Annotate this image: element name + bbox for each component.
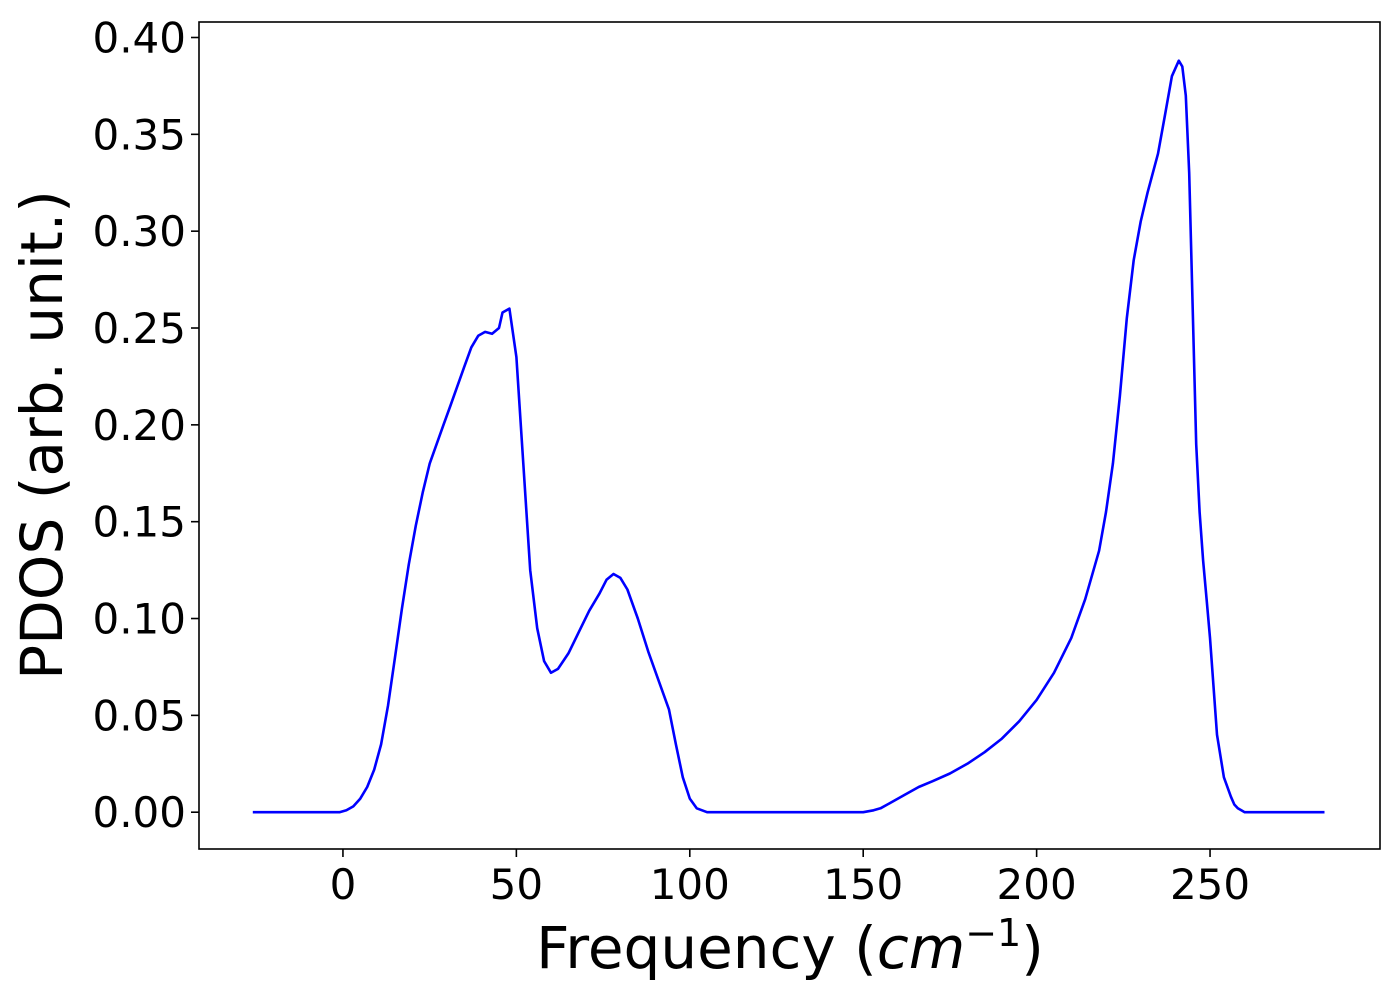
y-tick-label: 0.40 [92, 13, 186, 62]
x-tick-label: 200 [997, 860, 1077, 909]
y-tick-label: 0.25 [92, 304, 186, 353]
series-layer [252, 59, 1325, 814]
y-tick-label: 0.15 [92, 498, 186, 547]
y-axis-label: PDOS (arb. unit.) [8, 190, 76, 680]
y-tick-label: 0.00 [92, 788, 186, 837]
x-tick-label: 50 [490, 860, 543, 909]
x-tick-label: 250 [1170, 860, 1250, 909]
x-tick-label: 0 [330, 860, 357, 909]
x-axis-ticks: 0 50 100 150 200 250 [330, 849, 1250, 909]
y-tick-label: 0.30 [92, 207, 186, 256]
x-tick-label: 100 [650, 860, 730, 909]
y-axis-ticks: 0.00 0.05 0.10 0.15 0.20 0.25 0.30 0.35 0.40 [92, 13, 199, 837]
plot-area [198, 21, 1381, 850]
series-line-0 [252, 59, 1325, 814]
y-tick-label: 0.10 [92, 595, 186, 644]
y-tick-label: 0.35 [92, 110, 186, 159]
y-tick-label: 0.20 [92, 401, 186, 450]
x-axis-label: Frequency (cm−1) [536, 911, 1044, 982]
y-tick-label: 0.05 [92, 691, 186, 740]
x-tick-label: 150 [823, 860, 903, 909]
